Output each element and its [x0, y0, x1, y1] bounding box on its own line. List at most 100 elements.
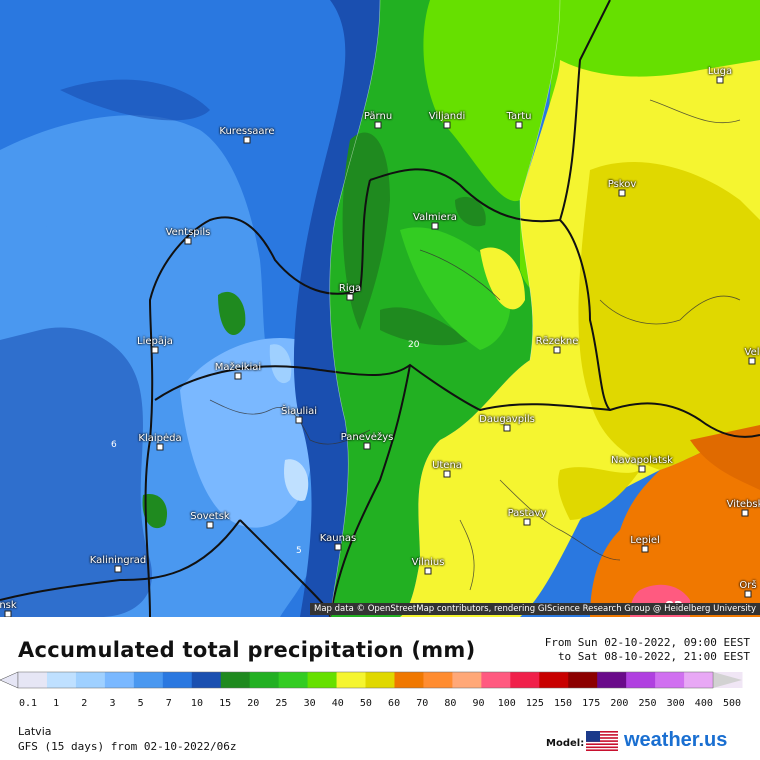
region-label: Latvia — [18, 725, 52, 738]
period-info: From Sun 02-10-2022, 09:00 EEST to Sat 0… — [545, 636, 750, 664]
scale-tick-label: 60 — [388, 698, 400, 709]
city-label: Valmiera — [413, 212, 457, 223]
scale-swatch — [307, 672, 338, 688]
city-label: Vilnius — [411, 557, 445, 568]
map-attribution: Map data © OpenStreetMap contributors, r… — [310, 603, 760, 615]
scale-swatch — [597, 672, 627, 688]
scale-swatch — [75, 672, 106, 688]
city-label: Vitebsk — [726, 499, 760, 510]
period-to: to Sat 08-10-2022, 21:00 EEST — [557, 650, 750, 663]
scale-right-arrow — [713, 672, 742, 688]
city-dot-icon — [744, 590, 752, 598]
city-label: Vel — [744, 347, 760, 358]
chart-title: Accumulated total precipitation (mm) — [18, 638, 476, 662]
city-label: Navapolatsk — [611, 455, 673, 466]
city-label: Klaipėda — [138, 433, 182, 444]
scale-tick-label: 250 — [638, 698, 656, 709]
city-label: Riga — [338, 283, 362, 294]
scale-swatch — [684, 672, 714, 688]
city-dot-icon — [424, 567, 432, 575]
city-dot-icon — [4, 610, 12, 617]
scale-tick-label: 30 — [304, 698, 316, 709]
city-dot-icon — [638, 465, 646, 473]
contour-label: 5 — [296, 546, 302, 556]
city-label: Luga — [707, 66, 733, 77]
city-label: Lepiel — [630, 535, 660, 546]
city-dot-icon — [234, 372, 242, 380]
city-label: Rēzekne — [535, 336, 579, 347]
city-label: Tartu — [506, 111, 532, 122]
scale-swatch — [191, 672, 222, 688]
city-label: Orš — [739, 580, 757, 591]
scale-tick-label: 400 — [695, 698, 713, 709]
model-label: Model: — [546, 738, 585, 749]
scale-tick-label: 2 — [81, 698, 87, 709]
scale-swatch — [162, 672, 193, 688]
city-dot-icon — [346, 293, 354, 301]
city-dot-icon — [151, 346, 159, 354]
city-label: Ventspils — [165, 227, 211, 238]
scale-swatch — [278, 672, 309, 688]
city-dot-icon — [363, 442, 371, 450]
city-label: Panevėžys — [340, 432, 394, 443]
scale-tick-label: 0.1 — [19, 698, 37, 709]
scale-tick-label: 50 — [360, 698, 372, 709]
city-dot-icon — [431, 222, 439, 230]
scale-tick-label: 3 — [109, 698, 115, 709]
scale-swatch — [336, 672, 367, 688]
city-dot-icon — [443, 121, 451, 129]
scale-swatch — [452, 672, 482, 688]
city-label: nsk — [0, 600, 17, 611]
scale-tick-label: 100 — [498, 698, 516, 709]
city-label: Kaliningrad — [89, 555, 147, 566]
scale-swatch — [481, 672, 511, 688]
scale-swatch — [18, 672, 48, 688]
city-dot-icon — [618, 189, 626, 197]
city-dot-icon — [334, 543, 342, 551]
city-label: Pastavy — [507, 508, 547, 519]
scale-tick-label: 80 — [444, 698, 456, 709]
city-label: Kuressaare — [219, 126, 275, 137]
scale-tick-label: 150 — [554, 698, 572, 709]
city-label: Pskov — [607, 179, 637, 190]
scale-tick-label: 175 — [582, 698, 600, 709]
scale-tick-label: 500 — [723, 698, 741, 709]
scale-swatch — [365, 672, 395, 688]
scale-swatch — [220, 672, 251, 688]
city-dot-icon — [374, 121, 382, 129]
contour-label: 6 — [111, 440, 117, 450]
scale-tick-label: 125 — [526, 698, 544, 709]
us-flag-icon — [586, 731, 618, 751]
city-label: Viljandi — [428, 111, 466, 122]
city-dot-icon — [748, 357, 756, 365]
scale-swatch — [510, 672, 540, 688]
city-dot-icon — [523, 518, 531, 526]
city-label: Mažeikiai — [214, 362, 262, 373]
precipitation-map[interactable]: Kuressaare Pärnu Viljandi Tartu Luga Pskov Val… — [0, 0, 760, 617]
scale-swatch — [46, 672, 77, 688]
period-from: From Sun 02-10-2022, 09:00 EEST — [544, 636, 750, 649]
city-dot-icon — [641, 545, 649, 553]
scale-tick-label: 300 — [667, 698, 685, 709]
scale-tick-label: 70 — [416, 698, 428, 709]
city-dot-icon — [243, 136, 251, 144]
city-dot-icon — [295, 416, 303, 424]
scale-tick-label: 5 — [138, 698, 144, 709]
city-dot-icon — [156, 443, 164, 451]
city-label: Kaunas — [319, 533, 357, 544]
color-scale-legend: 0.1 1 2 3 5 7 10 15 20 25 30 40 50 60 70 80 90 100 125 150 1… — [0, 671, 743, 709]
weather-us-logo[interactable]: weather.us — [624, 729, 728, 751]
scale-tick-label: 40 — [332, 698, 344, 709]
scale-swatch — [249, 672, 280, 688]
scale-left-arrow — [0, 671, 19, 689]
contour-label: 20 — [408, 340, 420, 350]
city-dot-icon — [515, 121, 523, 129]
city-dot-icon — [114, 565, 122, 573]
scale-swatch — [626, 672, 656, 688]
city-dot-icon — [716, 76, 724, 84]
city-label: Utena — [432, 460, 462, 471]
scale-tick-label: 15 — [219, 698, 231, 709]
scale-tick-label: 25 — [275, 698, 287, 709]
city-label: Sovetsk — [190, 511, 230, 522]
scale-swatch — [133, 672, 164, 688]
